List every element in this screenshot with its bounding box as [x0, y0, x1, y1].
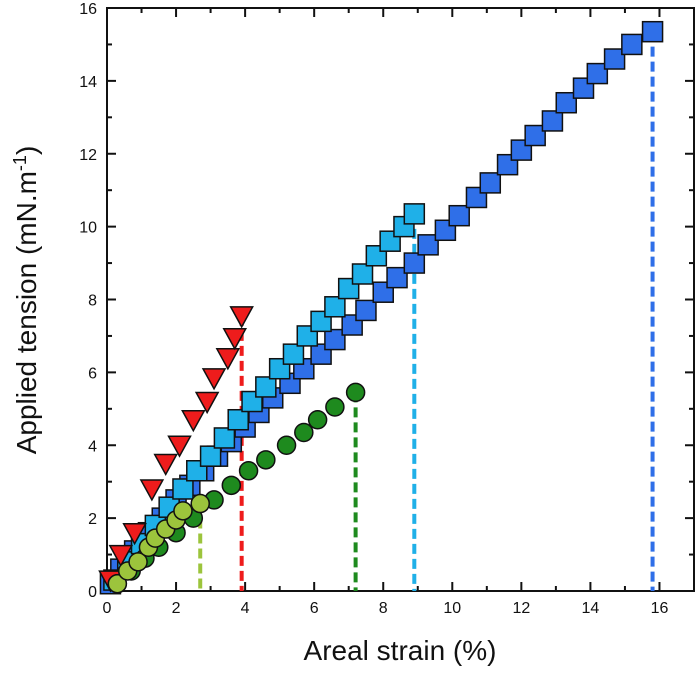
circle-marker — [173, 501, 193, 521]
square-marker — [355, 299, 377, 322]
circle-marker — [294, 422, 314, 443]
y-tick-label: 2 — [88, 511, 97, 528]
plot-frame — [106, 7, 695, 592]
circle-marker — [128, 552, 148, 572]
square-marker — [199, 445, 222, 467]
square-marker — [621, 33, 643, 56]
square-marker — [282, 343, 305, 365]
triangle-marker — [153, 453, 178, 477]
circle-marker — [276, 435, 297, 455]
x-tick-label: 12 — [512, 600, 530, 617]
x-tick-label: 4 — [241, 600, 250, 617]
triangle-marker — [167, 435, 192, 458]
triangle-marker — [139, 479, 165, 502]
square-marker — [386, 266, 408, 289]
circle-marker — [238, 461, 259, 481]
triangle-marker — [108, 544, 134, 568]
x-tick-label: 2 — [172, 600, 181, 617]
y-tick-label: 16 — [79, 1, 97, 18]
x-tick-label: 10 — [443, 600, 461, 617]
square-marker — [641, 20, 664, 43]
y-tick-label: 14 — [79, 74, 97, 91]
y-axis-label: Applied tension (mN.m-1) — [10, 146, 42, 455]
x-tick-label: 16 — [651, 600, 669, 617]
y-label-main: Applied tension (mN.m — [11, 171, 42, 454]
circle-marker — [107, 573, 128, 594]
square-marker — [417, 234, 439, 256]
y-tick-label: 6 — [88, 365, 97, 382]
y-tick-label: 10 — [79, 220, 97, 237]
triangle-marker — [122, 522, 147, 546]
square-marker — [403, 203, 426, 225]
y-tick-label: 4 — [88, 438, 97, 455]
square-marker — [479, 172, 502, 194]
circle-marker — [190, 493, 210, 514]
square-marker — [213, 427, 236, 449]
x-tick-label: 14 — [582, 600, 600, 617]
triangle-marker — [181, 409, 206, 433]
square-marker — [555, 91, 577, 114]
circle-marker — [221, 475, 242, 496]
square-marker — [541, 110, 564, 132]
square-marker — [255, 376, 277, 398]
circle-marker — [256, 450, 276, 470]
square-marker — [586, 62, 609, 85]
square-marker — [324, 328, 346, 351]
x-tick-label: 0 — [103, 600, 112, 617]
y-label-end: ) — [11, 146, 42, 155]
x-tick-label: 8 — [379, 600, 388, 617]
y-tick-label: 8 — [88, 293, 97, 310]
circle-marker — [325, 397, 345, 417]
circle-marker — [345, 382, 366, 403]
square-marker — [172, 478, 194, 500]
y-tick-label: 0 — [88, 584, 97, 601]
square-marker — [524, 124, 546, 147]
circle-marker — [307, 409, 328, 430]
square-marker — [448, 204, 470, 227]
triangle-marker — [215, 348, 241, 371]
square-marker — [324, 296, 346, 318]
square-marker — [403, 252, 426, 274]
triangle-marker — [222, 328, 248, 351]
x-tick-label: 6 — [310, 600, 319, 617]
square-marker — [351, 263, 374, 285]
square-marker — [603, 48, 626, 70]
triangle-marker — [229, 306, 254, 329]
triangle-marker — [194, 391, 220, 415]
y-tick-label: 12 — [79, 147, 97, 164]
x-axis-label: Areal strain (%) — [304, 635, 497, 666]
y-label-sup: -1 — [10, 155, 30, 171]
square-marker — [227, 408, 249, 431]
triangle-marker — [201, 368, 227, 391]
